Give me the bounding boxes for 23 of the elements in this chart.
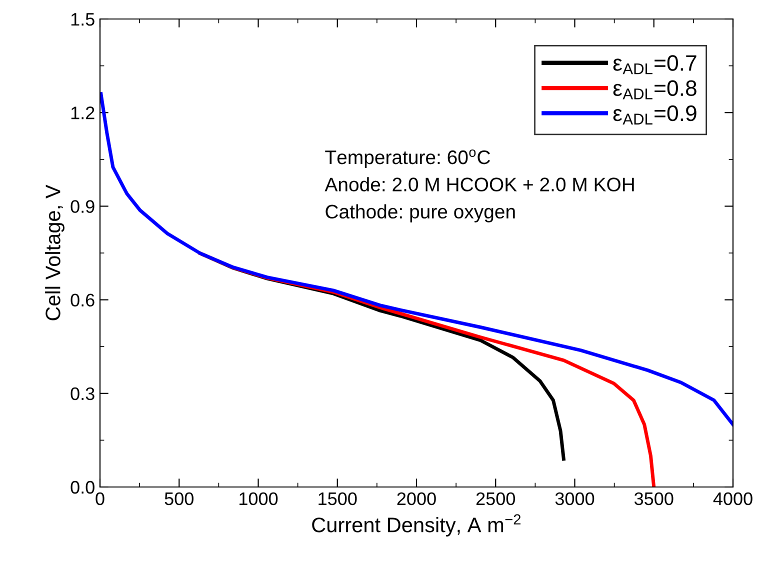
- y-tick-label: 1.5: [71, 13, 94, 26]
- x-axis-title: Current Density, A m$^{−2}$: [312, 514, 521, 536]
- y-tick-label: 0.0: [70, 480, 94, 494]
- y-tick-label: 0.6: [70, 294, 94, 307]
- legend-label: ε$_{ADL}$=0.8: [613, 80, 696, 100]
- x-tick-label: 2500: [476, 492, 516, 506]
- x-tick-label: 2000: [397, 492, 436, 506]
- legend-label: ε$_{ADL}$=0.9: [613, 105, 696, 124]
- x-tick-label: 500: [164, 492, 194, 506]
- x-tick-label: 1000: [240, 492, 278, 506]
- x-tick-label: 1500: [318, 492, 357, 506]
- x-tick-label: 3500: [634, 492, 674, 506]
- annotation: Temperature: 60$^{o}$C: [325, 149, 490, 168]
- y-axis-title: Cell Voltage, V: [45, 184, 64, 320]
- x-tick-label: 3000: [555, 492, 594, 506]
- x-tick-label: 0: [96, 492, 104, 506]
- legend-label: ε$_{ADL}$=0.7: [613, 55, 696, 74]
- y-tick-label: 0.9: [70, 200, 94, 213]
- annotation: Cathode: pure oxygen: [326, 204, 515, 222]
- x-tick-label: 4000: [713, 492, 752, 506]
- annotation: Anode: 2.0 M HCOOK + 2.0 M KOH: [324, 177, 634, 192]
- y-tick-label: 1.2: [71, 106, 94, 120]
- y-tick-label: 0.3: [70, 387, 94, 400]
